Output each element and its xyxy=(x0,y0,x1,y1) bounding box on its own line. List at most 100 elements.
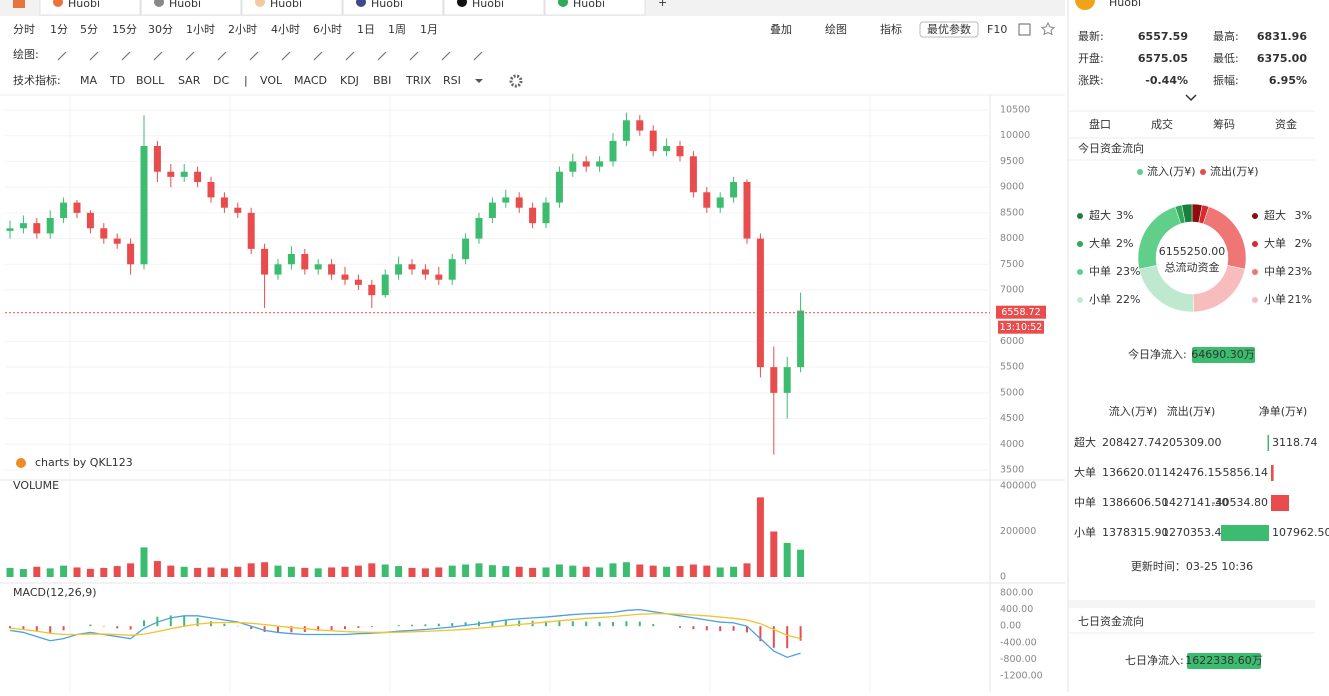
draw-tool[interactable] xyxy=(122,52,130,60)
volume-bar xyxy=(328,567,335,577)
add-tab[interactable]: + xyxy=(658,0,667,9)
macd-hist xyxy=(585,622,587,627)
legend-dot xyxy=(1077,297,1083,303)
stat-value: 6575.05 xyxy=(1138,52,1188,65)
period-button[interactable]: 5分 xyxy=(80,23,98,36)
volume-bar xyxy=(382,564,389,577)
stat-value: -0.44% xyxy=(1145,74,1188,87)
volume-bar xyxy=(315,568,322,577)
indicator-button[interactable]: BOLL xyxy=(136,74,165,87)
indicator-button[interactable]: SAR xyxy=(178,74,201,87)
indicator-button[interactable]: TRIX xyxy=(405,74,432,87)
candle-body xyxy=(476,218,483,239)
period-button[interactable]: 1月 xyxy=(420,23,438,36)
period-button[interactable]: 1日 xyxy=(357,23,375,36)
indicator-button[interactable]: DC xyxy=(213,74,229,87)
volume-bar xyxy=(20,569,27,577)
tab-label[interactable]: Huobi xyxy=(270,0,302,10)
period-button[interactable]: 4小时 xyxy=(271,23,300,36)
candle-body xyxy=(342,275,349,280)
draw-tool[interactable] xyxy=(314,52,322,60)
indicator-button[interactable]: RSI xyxy=(443,74,461,87)
volume-bar xyxy=(784,543,791,577)
macd-hist xyxy=(63,626,65,630)
indicator-button[interactable]: VOL xyxy=(260,74,283,87)
panel-tab[interactable]: 盘口 xyxy=(1089,117,1111,131)
candle-body xyxy=(33,223,40,233)
period-button[interactable]: 15分 xyxy=(112,23,137,36)
row-in: 1378315.90 xyxy=(1102,526,1168,539)
period-button[interactable]: 30分 xyxy=(148,23,173,36)
draw-tool[interactable] xyxy=(410,52,418,60)
net-cell: -40534.80 xyxy=(1212,496,1268,509)
more-arrow[interactable] xyxy=(475,79,483,83)
period-button[interactable]: 分时 xyxy=(13,23,35,36)
y-tick-label: 7500 xyxy=(1000,259,1024,270)
draw-tool[interactable] xyxy=(90,52,98,60)
settings-icon[interactable] xyxy=(511,76,521,86)
f10-button[interactable]: F10 xyxy=(987,23,1007,36)
tool-button[interactable]: 指标 xyxy=(880,22,902,36)
y-tick-label: 4500 xyxy=(1000,413,1024,424)
candle-body xyxy=(114,239,121,244)
indicator-button[interactable]: BBI xyxy=(373,74,391,87)
panel-tab[interactable]: 成交 xyxy=(1151,117,1173,131)
draw-tool[interactable] xyxy=(58,52,66,60)
y-tick-label: 8000 xyxy=(1000,233,1024,244)
tab-label[interactable]: Huobi xyxy=(371,0,403,10)
expand-chevron[interactable] xyxy=(1186,95,1196,100)
volume-bar xyxy=(248,563,255,577)
draw-tool[interactable] xyxy=(474,52,482,60)
period-button[interactable]: 1小时 xyxy=(186,23,215,36)
tab-label[interactable]: Huobi xyxy=(573,0,605,10)
volume-bar xyxy=(449,566,456,577)
donut-in-name: 中单 xyxy=(1089,265,1111,278)
tool-button[interactable]: 叠加 xyxy=(770,23,792,36)
indicator-button[interactable]: TD xyxy=(109,74,125,87)
tab-label[interactable]: Huobi xyxy=(68,0,100,10)
volume-tick-label: 200000 xyxy=(1000,526,1036,537)
volume-bar xyxy=(355,566,362,577)
draw-tool[interactable] xyxy=(154,52,162,60)
indicator-button[interactable]: KDJ xyxy=(340,74,359,87)
tab-label[interactable]: Huobi xyxy=(169,0,201,10)
candle-body xyxy=(677,146,684,156)
indicator-button[interactable]: MACD xyxy=(294,74,327,87)
panel-tab[interactable]: 筹码 xyxy=(1213,117,1235,131)
volume-label: VOLUME xyxy=(13,479,59,492)
macd-hist xyxy=(625,621,627,626)
fullscreen-icon[interactable] xyxy=(1019,24,1030,35)
macd-hist xyxy=(398,625,400,626)
tab-label[interactable]: Huobi xyxy=(472,0,504,10)
tool-button[interactable]: 绘图 xyxy=(825,22,847,36)
period-button[interactable]: 1分 xyxy=(50,23,68,36)
net-cell: 107962.50 xyxy=(1272,526,1329,539)
macd-hist xyxy=(411,625,413,626)
legend-dot xyxy=(1252,213,1258,219)
candle-body xyxy=(194,172,201,182)
draw-tool[interactable] xyxy=(250,52,258,60)
macd-hist xyxy=(612,622,614,626)
draw-tool[interactable] xyxy=(442,52,450,60)
draw-tool[interactable] xyxy=(218,52,226,60)
draw-tool[interactable] xyxy=(346,52,354,60)
star-icon[interactable] xyxy=(1042,23,1054,35)
section-gap xyxy=(1069,600,1315,608)
period-button[interactable]: 2小时 xyxy=(228,23,257,36)
volume-bar xyxy=(208,567,215,577)
stat-label: 最低: xyxy=(1213,52,1239,65)
donut-out-name: 中单 xyxy=(1264,265,1286,278)
volume-bar xyxy=(181,567,188,577)
indicator-button[interactable]: MA xyxy=(80,74,97,87)
y-tick-label: 10500 xyxy=(1000,105,1030,116)
draw-tool[interactable] xyxy=(186,52,194,60)
panel-tab[interactable]: 资金 xyxy=(1275,117,1297,131)
macd-tick-label: -1200.00 xyxy=(1000,671,1043,682)
period-button[interactable]: 6小时 xyxy=(313,23,342,36)
draw-tool[interactable] xyxy=(282,52,290,60)
net-cell: -5856.14 xyxy=(1219,466,1268,479)
draw-tool[interactable] xyxy=(378,52,386,60)
period-button[interactable]: 1周 xyxy=(388,23,406,36)
param-label[interactable]: 最优参数 xyxy=(927,22,971,36)
